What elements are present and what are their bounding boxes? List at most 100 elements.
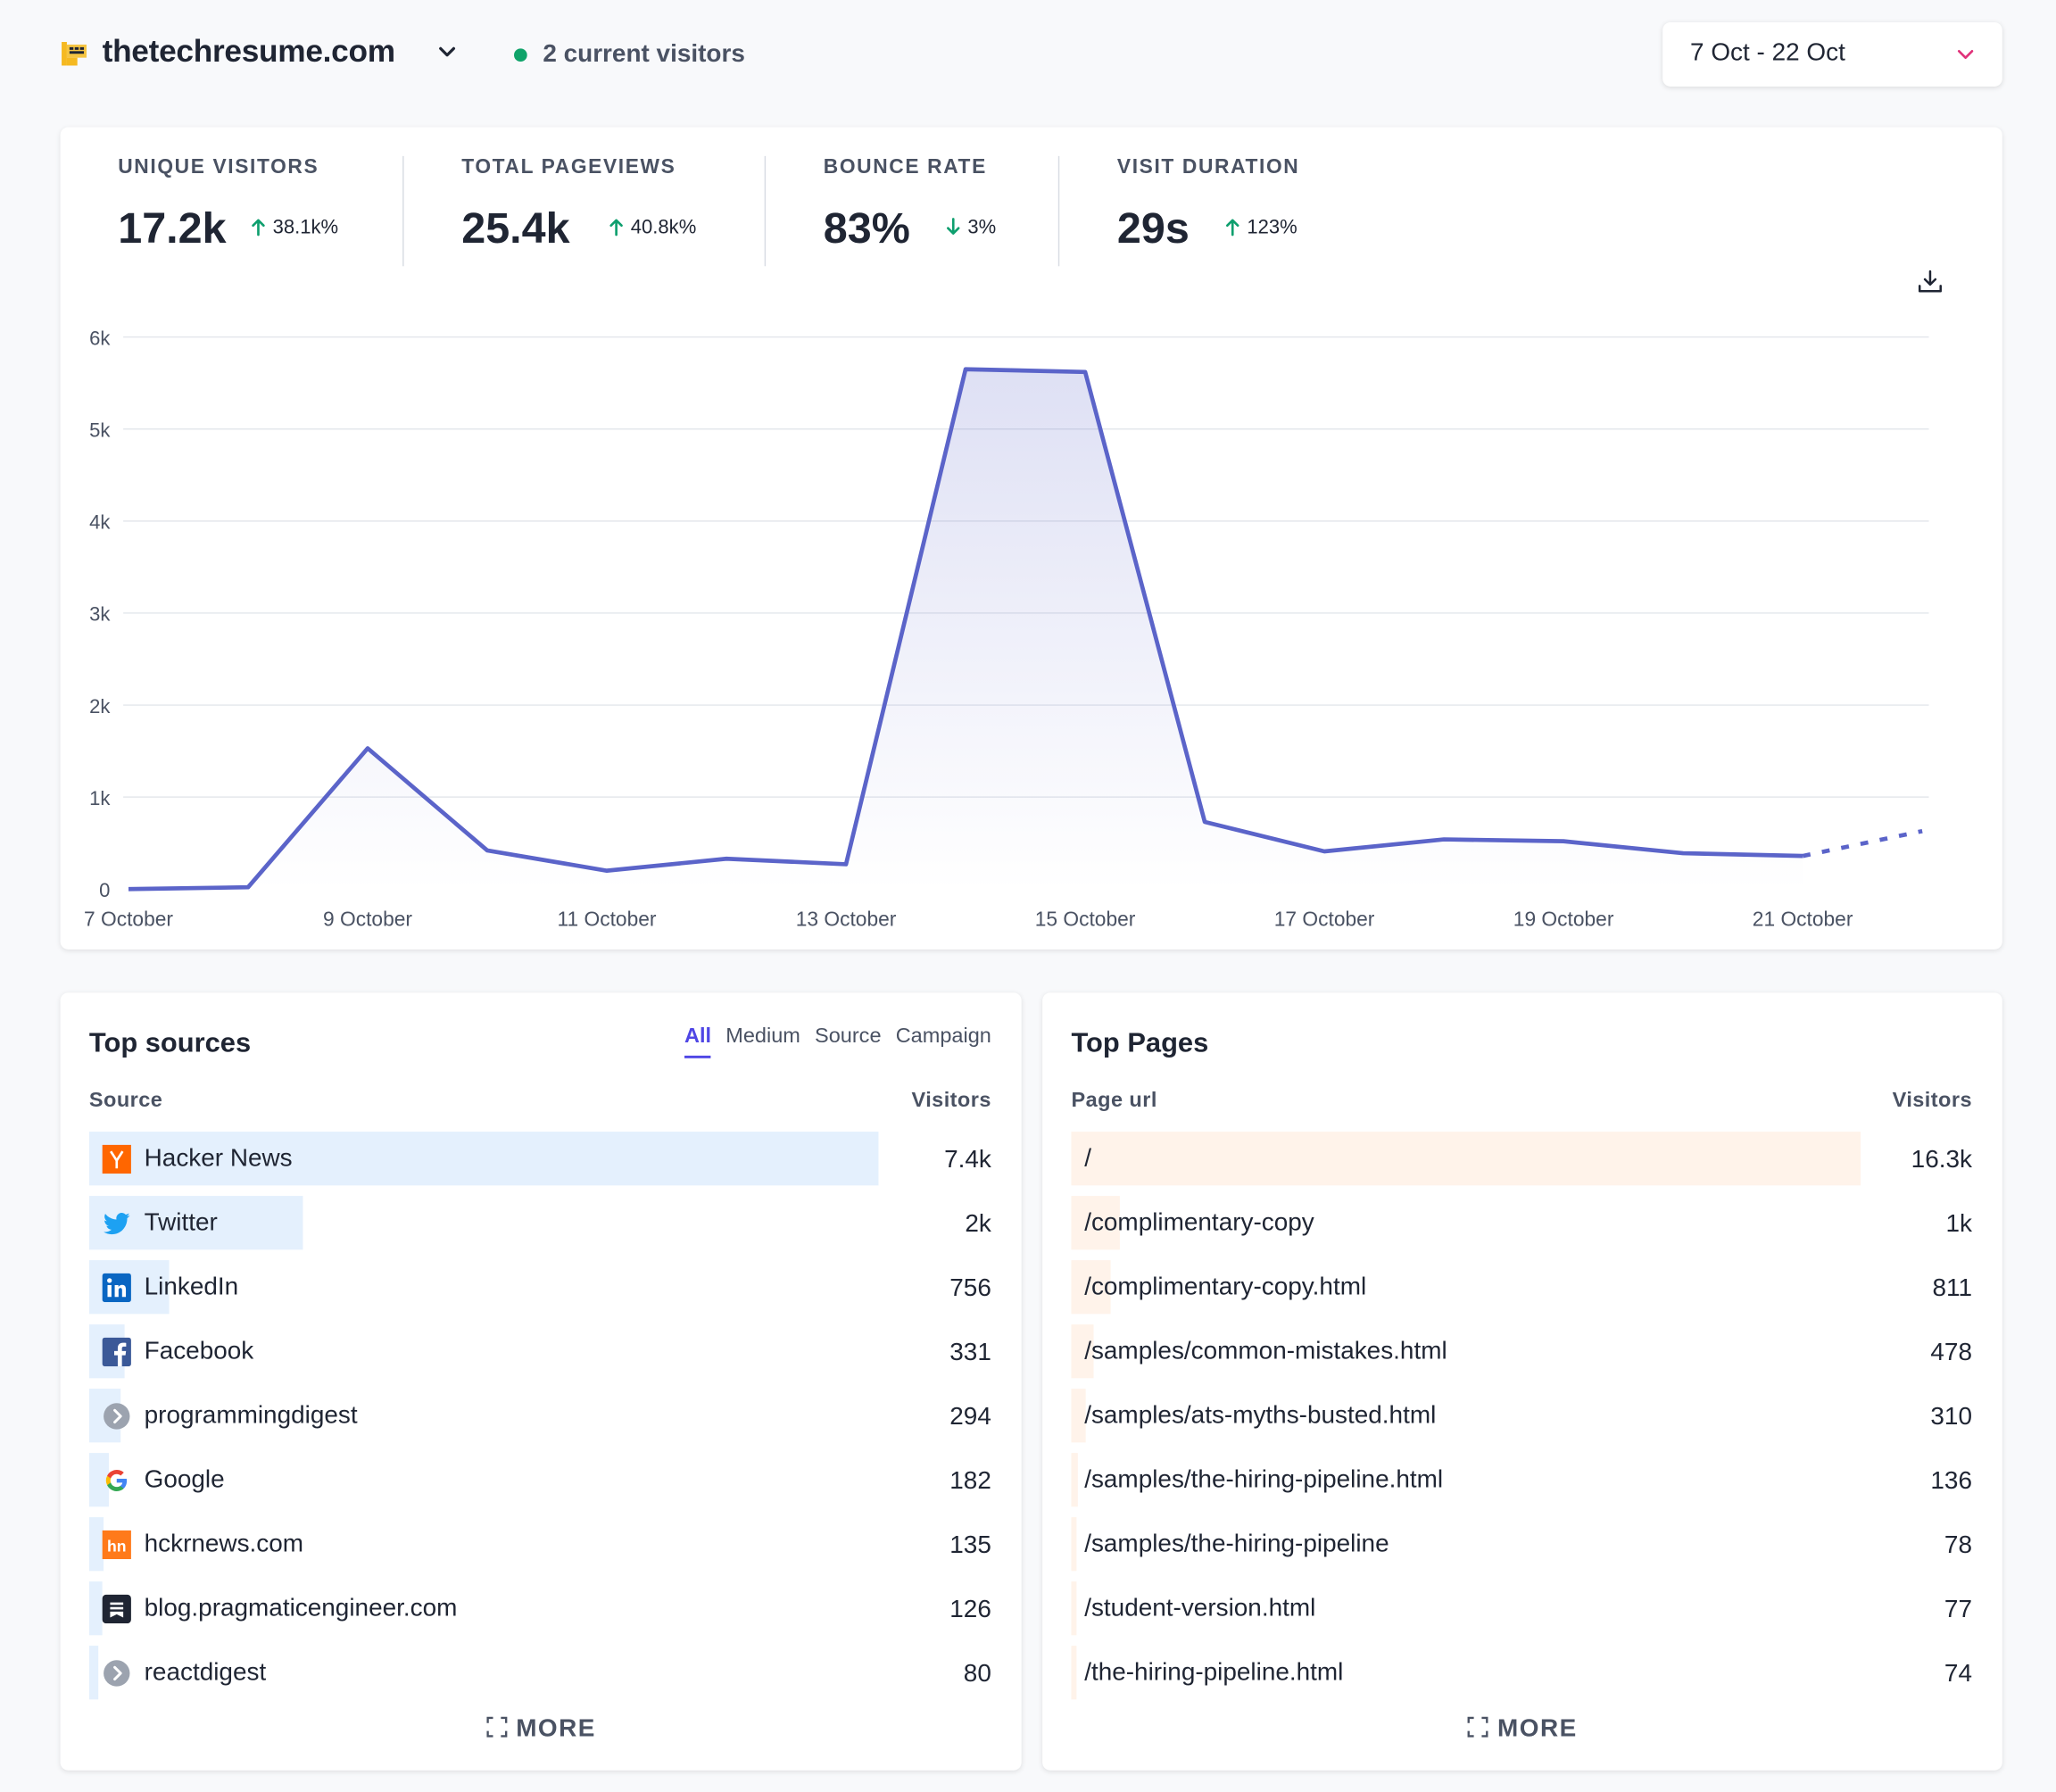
source-name[interactable]: Facebook (144, 1337, 254, 1365)
stat-change: 38.1k% (251, 216, 338, 238)
page-url[interactable]: /samples/ats-myths-busted.html (1084, 1401, 1437, 1429)
page-url[interactable]: /complimentary-copy.html (1084, 1273, 1367, 1300)
page-url-cell: /the-hiring-pipeline.html (1071, 1646, 1343, 1699)
source-name[interactable]: Hacker News (144, 1144, 293, 1172)
y-tick-label: 3k (89, 603, 111, 626)
visitors-line-chart[interactable]: 0 1k 2k 3k 4k 5k 6k 7 October 9 October 11 Octobe… (61, 311, 2002, 940)
page-share-bar (1071, 1132, 1861, 1186)
page-url[interactable]: /samples/the-hiring-pipeline.html (1084, 1465, 1444, 1493)
page-url[interactable]: /complimentary-copy (1084, 1208, 1314, 1236)
link-icon (103, 1401, 131, 1430)
source-row[interactable]: reactdigest 80 (88, 1646, 991, 1710)
source-row[interactable]: LinkedIn 756 (88, 1260, 991, 1324)
chart-data-point (1322, 850, 1326, 853)
stat-unique-visitors[interactable]: UNIQUE VISITORS 17.2k 38.1k% (118, 156, 380, 266)
page-url[interactable]: /student-version.html (1084, 1594, 1316, 1622)
more-label: MORE (1497, 1714, 1578, 1743)
page-url[interactable]: /samples/common-mistakes.html (1084, 1337, 1447, 1365)
page-share-bar (1071, 1646, 1077, 1700)
page-row[interactable]: /samples/the-hiring-pipeline 78 (1071, 1517, 1972, 1581)
stat-change: 123% (1224, 216, 1297, 238)
source-cell: Facebook (89, 1324, 253, 1378)
x-tick-label: 19 October (1513, 907, 1614, 930)
page-share-bar (1071, 1389, 1087, 1443)
source-name[interactable]: Twitter (144, 1208, 218, 1236)
date-range-picker[interactable]: 7 Oct - 22 Oct (1662, 21, 2002, 87)
hacker-news-icon (102, 1144, 131, 1174)
page-row[interactable]: /student-version.html 77 (1071, 1581, 1972, 1646)
site-selector[interactable]: thetechresume.com (102, 34, 395, 70)
source-row[interactable]: Google 182 (88, 1453, 991, 1517)
top-pages-card: Top Pages Page url Visitors / 16.3k/compl… (1042, 992, 2002, 1771)
page-share-bar (1071, 1324, 1095, 1379)
arrow-down-icon (947, 218, 960, 235)
source-row[interactable]: programmingdigest 294 (88, 1389, 991, 1453)
tab-campaign[interactable]: Campaign (895, 1025, 991, 1049)
page-row[interactable]: /samples/ats-myths-busted.html 310 (1071, 1389, 1972, 1453)
page-share-bar (1071, 1517, 1077, 1572)
sources-list: Hacker News 7.4k Twitter 2k LinkedIn 756 Faceb… (88, 1132, 991, 1710)
source-cell: Google (89, 1453, 225, 1506)
page-row[interactable]: / 16.3k (1071, 1132, 1972, 1196)
page-url[interactable]: /the-hiring-pipeline.html (1084, 1658, 1344, 1686)
chart-data-point (246, 885, 250, 889)
more-button[interactable]: MORE (1042, 1715, 2002, 1744)
page-visitors: 136 (1930, 1467, 1972, 1496)
source-name[interactable]: reactdigest (144, 1658, 267, 1686)
source-visitors: 182 (949, 1467, 991, 1496)
source-visitors: 756 (949, 1274, 991, 1303)
page-row[interactable]: /samples/the-hiring-pipeline.html 136 (1071, 1453, 1972, 1517)
source-row[interactable]: hn hckrnews.com 135 (88, 1517, 991, 1581)
tab-all[interactable]: All (684, 1025, 712, 1058)
page-url-cell: /samples/the-hiring-pipeline.html (1071, 1453, 1443, 1506)
source-row[interactable]: Facebook 331 (88, 1324, 991, 1389)
stat-value: 17.2k (118, 203, 227, 253)
tab-source[interactable]: Source (815, 1025, 882, 1049)
expand-icon (1467, 1716, 1488, 1738)
page-row[interactable]: /complimentary-copy 1k (1071, 1196, 1972, 1260)
stat-bounce-rate[interactable]: BOUNCE RATE 83% 3% (824, 156, 1073, 266)
more-button[interactable]: MORE (61, 1715, 1022, 1744)
substack-icon (102, 1594, 131, 1623)
page-row[interactable]: /complimentary-copy.html 811 (1071, 1260, 1972, 1324)
page-visitors: 310 (1930, 1403, 1972, 1431)
arrow-up-icon (252, 219, 265, 236)
stat-change-value: 123% (1247, 216, 1297, 239)
page-url-cell: /complimentary-copy (1071, 1196, 1314, 1249)
page-share-bar (1071, 1196, 1120, 1250)
column-header-visitors: Visitors (911, 1090, 991, 1113)
page-row[interactable]: /the-hiring-pipeline.html 74 (1071, 1646, 1972, 1710)
page-visitors: 77 (1944, 1596, 1972, 1624)
page-visitors: 78 (1944, 1531, 1972, 1560)
chevron-down-icon (1957, 49, 1974, 59)
source-row[interactable]: Hacker News 7.4k (88, 1132, 991, 1196)
source-cell: LinkedIn (89, 1260, 238, 1314)
source-row[interactable]: blog.pragmaticengineer.com 126 (88, 1581, 991, 1646)
source-row[interactable]: Twitter 2k (88, 1196, 991, 1260)
page-visitors: 478 (1930, 1339, 1972, 1367)
current-visitors[interactable]: 2 current visitors (514, 41, 745, 70)
source-name[interactable]: hckrnews.com (144, 1530, 304, 1557)
source-visitors: 7.4k (944, 1146, 991, 1174)
stat-change-value: 3% (967, 216, 997, 239)
page-url-cell: /complimentary-copy.html (1071, 1260, 1366, 1314)
date-range-label: 7 Oct - 22 Oct (1690, 39, 1845, 67)
stat-visit-duration[interactable]: VISIT DURATION 29s 123% (1117, 156, 1380, 266)
page-url[interactable]: /samples/the-hiring-pipeline (1084, 1530, 1389, 1557)
source-share-bar (88, 1132, 879, 1186)
source-name[interactable]: Google (144, 1465, 225, 1493)
chart-series-partial-line (1802, 828, 1923, 859)
source-cell: programmingdigest (89, 1389, 358, 1442)
source-name[interactable]: programmingdigest (144, 1401, 358, 1429)
column-header-visitors: Visitors (1892, 1090, 1972, 1113)
page-url[interactable]: / (1084, 1144, 1091, 1172)
stat-total-pageviews[interactable]: TOTAL PAGEVIEWS 25.4k 40.8k% (461, 156, 763, 266)
google-icon (103, 1465, 131, 1494)
tab-medium[interactable]: Medium (725, 1025, 800, 1049)
source-name[interactable]: blog.pragmaticengineer.com (144, 1594, 458, 1622)
download-icon[interactable] (1916, 268, 1944, 296)
source-name[interactable]: LinkedIn (144, 1273, 239, 1300)
chart-data-point (964, 368, 967, 371)
chevron-down-icon[interactable] (435, 39, 459, 62)
page-row[interactable]: /samples/common-mistakes.html 478 (1071, 1324, 1972, 1389)
